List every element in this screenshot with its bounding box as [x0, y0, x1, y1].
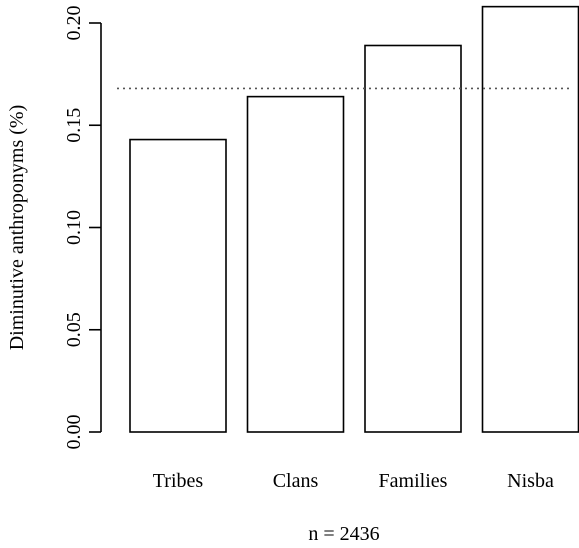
bar-clans: [246, 95, 345, 433]
x-axis-labels: Tribes Clans Families Nisba: [153, 470, 554, 492]
bar-tribes: [129, 138, 227, 433]
x-tick-label: Tribes: [153, 470, 204, 492]
bars: [129, 5, 579, 433]
y-tick-label: 0.20: [63, 6, 85, 41]
x-tick-label: Clans: [273, 470, 319, 492]
y-tick-label: 0.05: [63, 312, 85, 347]
bar-nisba: [481, 5, 579, 433]
x-axis-title: n = 2436: [308, 523, 379, 545]
y-axis-title: Diminutive anthroponyms (%): [6, 105, 28, 351]
x-tick-label: Families: [379, 470, 448, 492]
y-tick-label: 0.15: [63, 108, 85, 143]
y-tick-label: 0.00: [63, 415, 85, 450]
bar-families: [364, 44, 462, 433]
x-tick-label: Nisba: [507, 470, 554, 492]
y-axis: 0.00 0.05 0.10 0.15 0.20: [63, 6, 102, 450]
y-tick-label: 0.10: [63, 210, 85, 245]
